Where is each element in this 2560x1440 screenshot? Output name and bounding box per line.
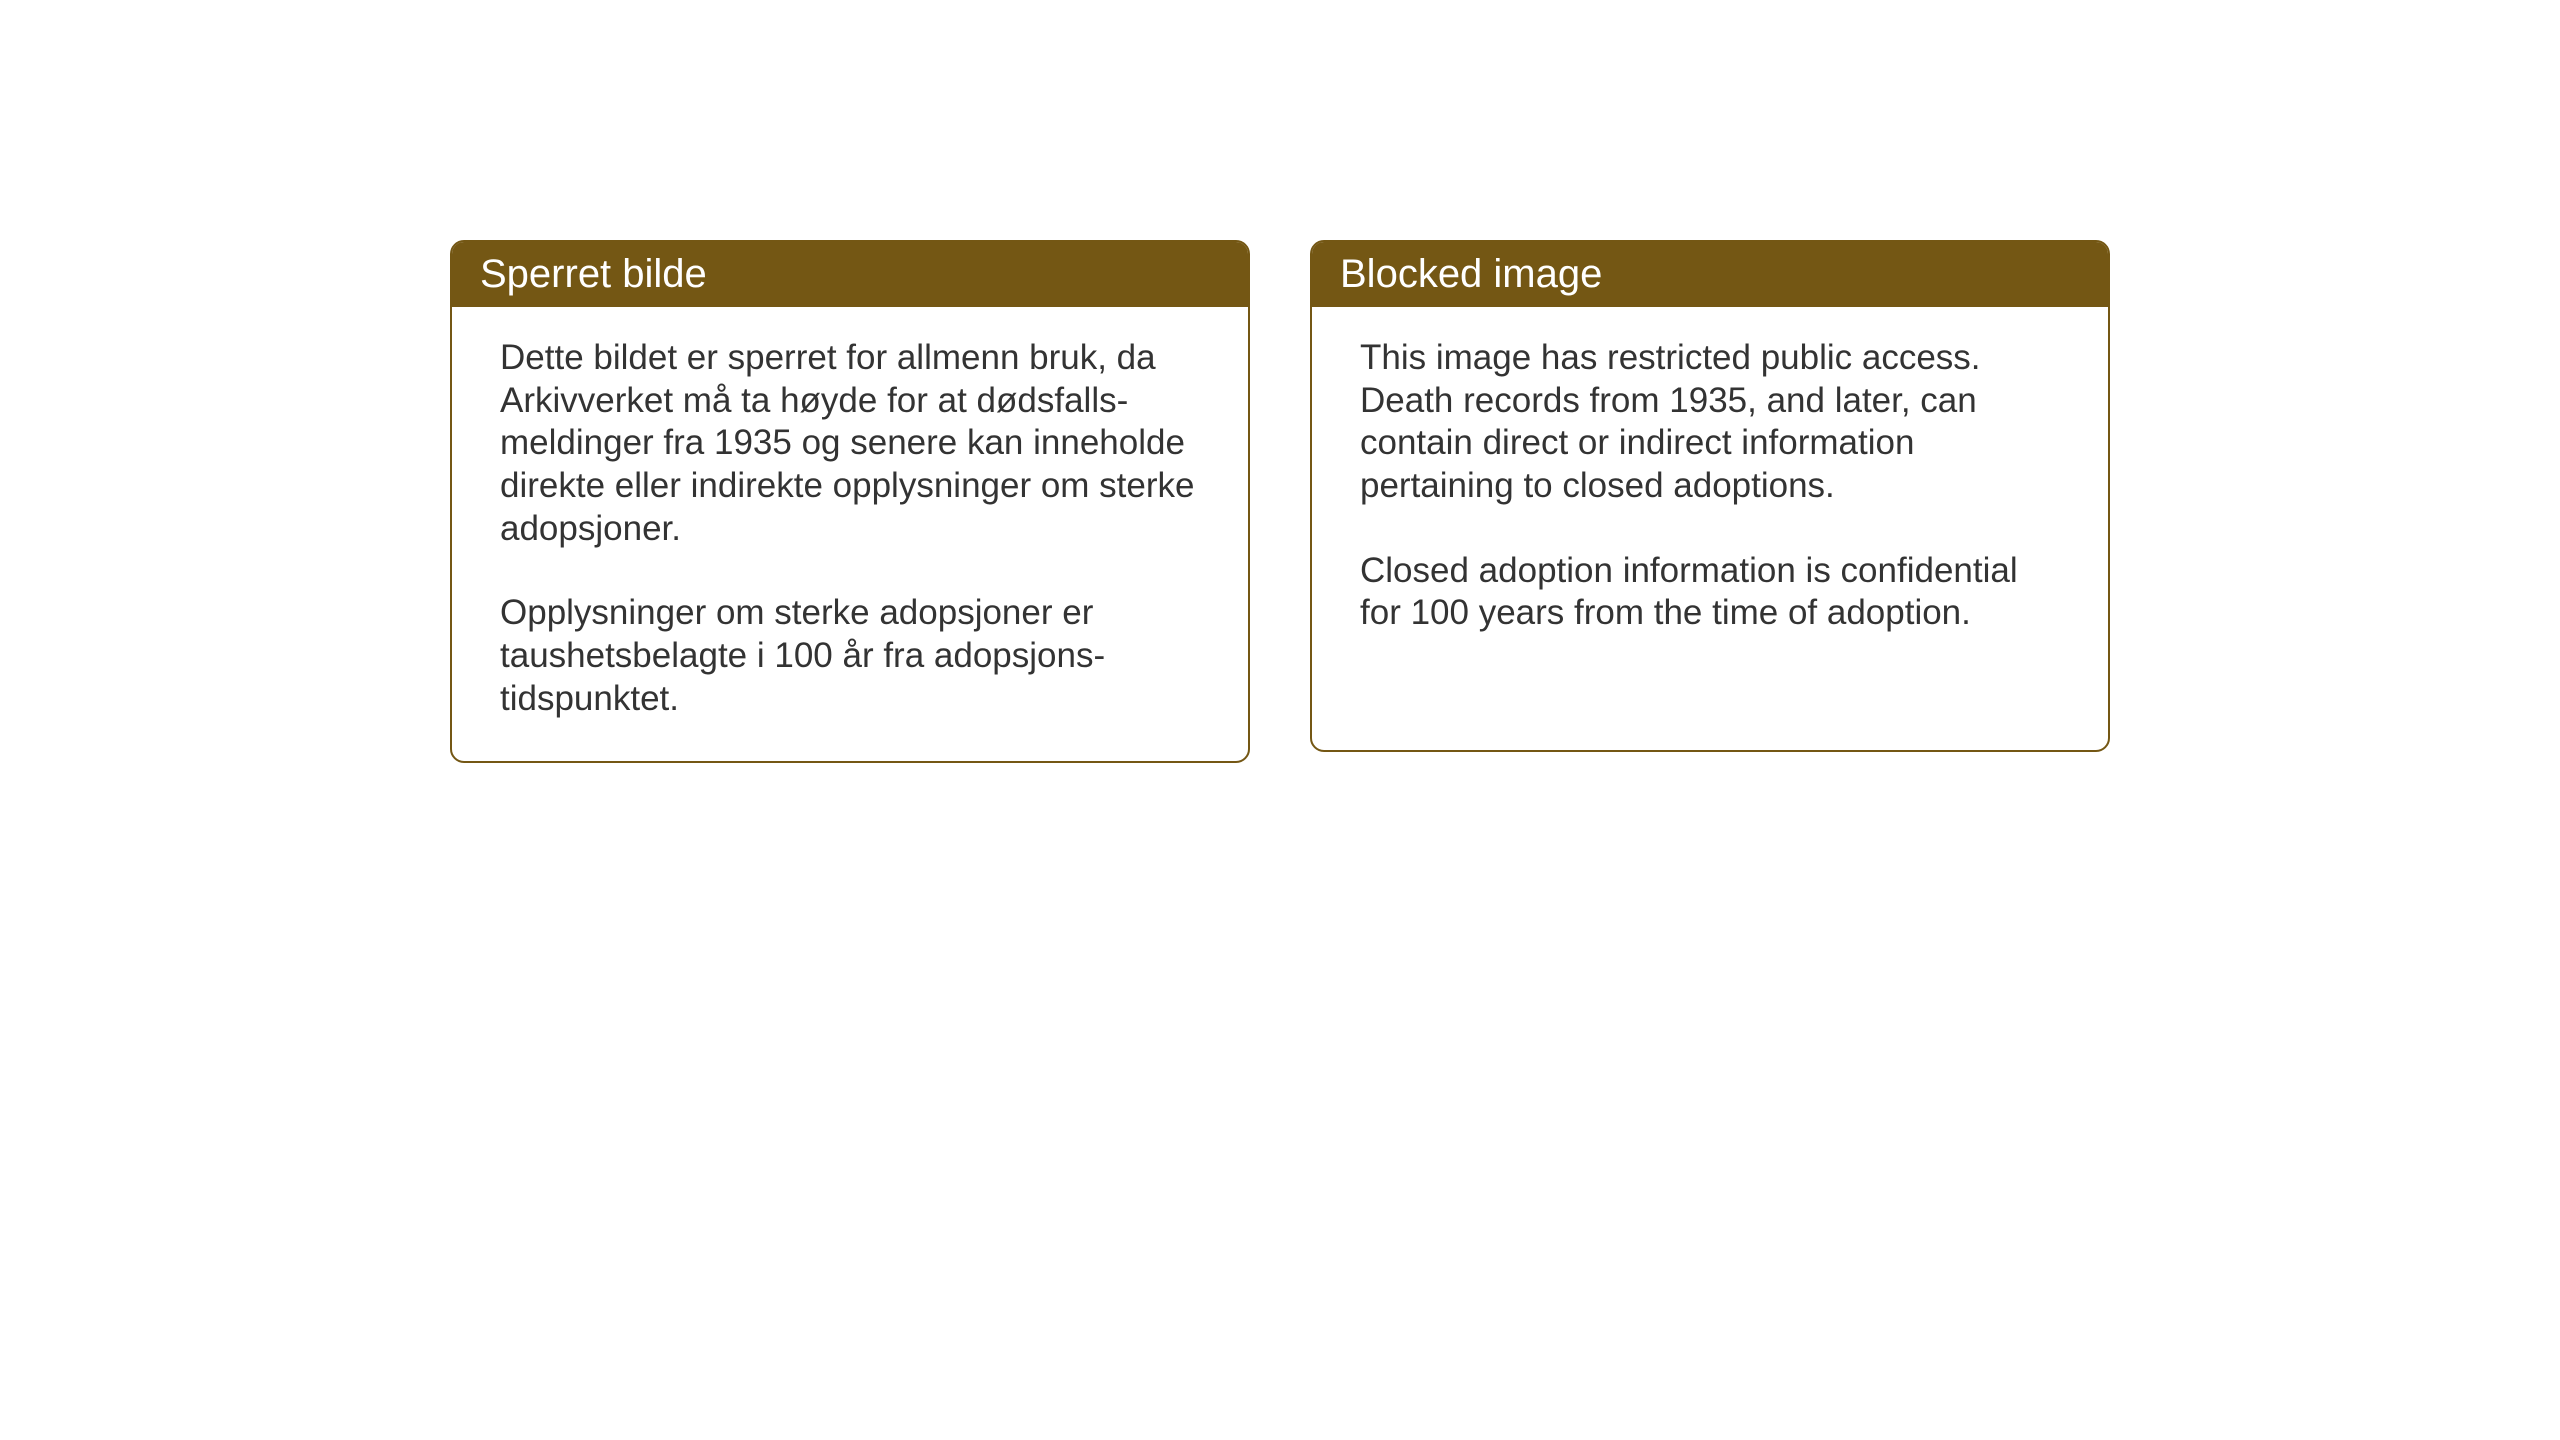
card-paragraph-1-norwegian: Dette bildet er sperret for allmenn bruk… — [500, 337, 1200, 550]
card-paragraph-1-english: This image has restricted public access.… — [1360, 337, 2060, 508]
card-title-english: Blocked image — [1340, 252, 1602, 296]
card-header-english: Blocked image — [1312, 242, 2108, 307]
info-card-norwegian: Sperret bilde Dette bildet er sperret fo… — [450, 240, 1250, 763]
card-title-norwegian: Sperret bilde — [480, 252, 707, 296]
info-card-english: Blocked image This image has restricted … — [1310, 240, 2110, 752]
info-cards-container: Sperret bilde Dette bildet er sperret fo… — [450, 240, 2110, 763]
card-body-english: This image has restricted public access.… — [1312, 307, 2108, 675]
card-paragraph-2-norwegian: Opplysninger om sterke adopsjoner er tau… — [500, 592, 1200, 720]
card-paragraph-2-english: Closed adoption information is confident… — [1360, 550, 2060, 635]
card-body-norwegian: Dette bildet er sperret for allmenn bruk… — [452, 307, 1248, 761]
card-header-norwegian: Sperret bilde — [452, 242, 1248, 307]
